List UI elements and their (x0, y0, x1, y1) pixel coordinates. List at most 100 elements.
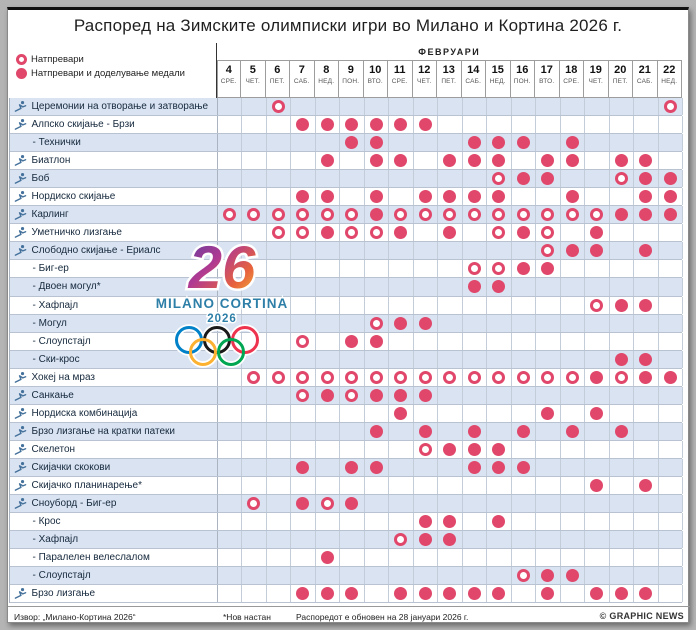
day-cell (512, 531, 536, 549)
day-cell (463, 458, 487, 476)
day-cell (365, 458, 389, 476)
medal-dot (516, 460, 530, 474)
medal-dot (345, 334, 359, 348)
day-cell (389, 585, 414, 603)
day-cell (267, 170, 291, 188)
medal-dot (492, 154, 506, 168)
medal-dot (541, 406, 555, 420)
day-cell (242, 368, 267, 386)
footer: Извор: „Милано-Кортина 2026“ *Нов настан… (8, 610, 690, 624)
day-cell (389, 296, 414, 314)
day-cell (414, 531, 438, 549)
sport-label: - Биг-ер (10, 260, 218, 278)
day-cell (512, 422, 536, 440)
competition-dot (467, 370, 481, 384)
day-cell (340, 314, 365, 332)
day-cell (414, 296, 438, 314)
medal-dot (516, 226, 530, 240)
day-cell (659, 513, 683, 531)
day-cell (316, 585, 340, 603)
day-cell (536, 134, 561, 152)
day-cell (365, 549, 389, 567)
day-cell (487, 513, 512, 531)
day-cell (561, 458, 585, 476)
sport-label-text: - Могул (32, 317, 67, 329)
medal-dot (541, 262, 555, 276)
day-cell (389, 549, 414, 567)
medal-dot (614, 154, 628, 168)
day-cell (561, 98, 585, 116)
day-cell (242, 476, 267, 495)
day-cell (389, 98, 414, 116)
day-cell (340, 495, 365, 513)
day-cell (389, 350, 414, 368)
day-cell (316, 458, 340, 476)
medal-dot (443, 190, 457, 204)
day-cell (365, 531, 389, 549)
day-cell (291, 422, 316, 440)
date-number: 9 (347, 64, 354, 76)
day-cell (389, 242, 414, 260)
day-cell (634, 585, 659, 603)
day-cell (389, 314, 414, 332)
day-cell (634, 368, 659, 386)
day-cell (610, 585, 634, 603)
medal-dot (296, 118, 310, 132)
medal-dot (345, 118, 359, 132)
sport-label-text: - Хафпајл (32, 299, 79, 311)
day-cell (218, 440, 242, 458)
day-cell (242, 332, 267, 350)
medal-dot (663, 190, 677, 204)
day-cell (316, 134, 340, 152)
medal-dot (296, 460, 310, 474)
day-cell (414, 386, 438, 404)
competition-dot (467, 208, 481, 222)
day-cell (291, 98, 316, 116)
medal-dot (443, 154, 457, 168)
day-cell (561, 206, 585, 224)
day-cell (561, 188, 585, 206)
day-cell (585, 440, 610, 458)
day-cell (438, 188, 463, 206)
competition-dot (467, 262, 481, 276)
day-cell (242, 170, 267, 188)
day-cell (438, 134, 463, 152)
day-cell (585, 278, 610, 296)
day-cell (610, 422, 634, 440)
date-column-header: 15 НЕД. (486, 60, 511, 98)
sport-label: Санкање (10, 386, 218, 404)
day-cell (487, 170, 512, 188)
day-cell (463, 531, 487, 549)
day-cell (316, 350, 340, 368)
sport-row: Брзо лизгање на кратки патеки (9, 422, 683, 441)
day-cell (585, 549, 610, 567)
day-cell (340, 513, 365, 531)
day-cell (438, 152, 463, 170)
day-cell (463, 332, 487, 350)
day-cell (316, 260, 340, 278)
day-cell (585, 296, 610, 314)
day-cell (512, 188, 536, 206)
competition-dot (369, 226, 383, 240)
day-cell (463, 116, 487, 134)
day-cell (267, 458, 291, 476)
day-cell (242, 531, 267, 549)
day-cell (512, 134, 536, 152)
sport-label-text: Скијачко планинарење* (31, 480, 143, 491)
day-abbrev: ЧЕТ. (588, 78, 604, 85)
day-cell (536, 332, 561, 350)
day-cell (389, 386, 414, 404)
sport-label-text: Брзо лизгање на кратки патеки (31, 425, 176, 437)
day-cell (536, 567, 561, 585)
day-cell (316, 152, 340, 170)
medal-dot (467, 442, 481, 456)
day-cell (267, 188, 291, 206)
sport-label-text: Нордиско скијање (31, 191, 116, 203)
day-cell (561, 495, 585, 513)
day-abbrev: ПОН. (513, 78, 531, 85)
day-cell (242, 224, 267, 242)
day-cell (634, 260, 659, 278)
day-cell (438, 368, 463, 386)
day-cell (585, 386, 610, 404)
day-cell (610, 386, 634, 404)
